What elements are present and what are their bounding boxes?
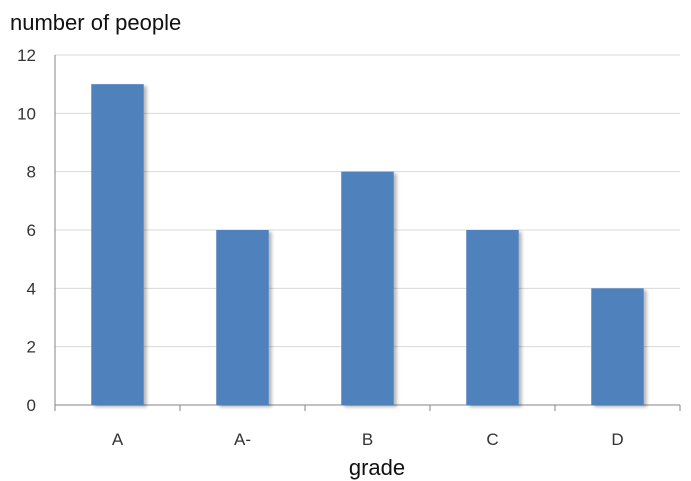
tick-labels: 0 2 4 6 8 10 12 A A- B C D <box>17 46 624 449</box>
bars <box>91 84 644 406</box>
bar <box>466 230 519 405</box>
x-tick-label: A- <box>234 430 251 449</box>
bar <box>91 84 144 406</box>
bar <box>216 230 269 405</box>
y-tick-label: 8 <box>27 163 36 182</box>
x-tick-label: D <box>611 430 623 449</box>
y-tick-label: 2 <box>27 338 36 357</box>
bar <box>341 171 394 405</box>
bar <box>591 288 644 405</box>
x-tick-label: C <box>486 430 498 449</box>
y-tick-label: 10 <box>17 104 36 123</box>
x-tick-label: A <box>112 430 124 449</box>
y-tick-label: 4 <box>27 279 36 298</box>
x-axis-title: grade <box>349 455 405 480</box>
y-tick-label: 6 <box>27 221 36 240</box>
y-axis-title: number of people <box>10 10 181 35</box>
x-tick-label: B <box>362 430 373 449</box>
y-tick-label: 12 <box>17 46 36 65</box>
y-tick-label: 0 <box>27 396 36 415</box>
